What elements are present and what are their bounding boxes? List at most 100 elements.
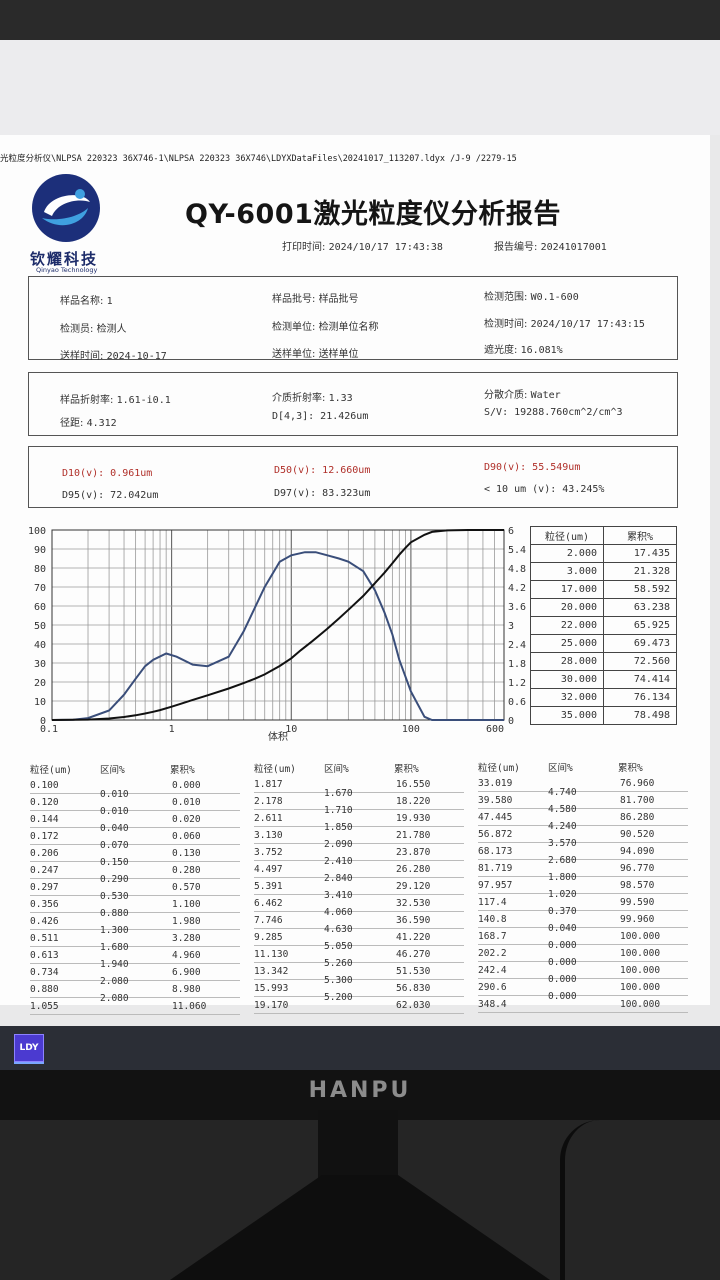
x-tick-label: 10 bbox=[285, 724, 297, 735]
y-tick-label: 30 bbox=[34, 659, 46, 670]
distribution-row-line bbox=[478, 944, 688, 945]
distribution-interval-cell: 5.260 bbox=[324, 957, 353, 969]
side-table-cell: 74.414 bbox=[603, 670, 677, 689]
side-table-cell: 20.000 bbox=[530, 598, 604, 617]
side-table-cell: 17.435 bbox=[603, 544, 677, 563]
distribution-size-cell: 202.2 bbox=[478, 948, 507, 959]
taskbar-app-ldy[interactable]: LDY bbox=[14, 1034, 44, 1062]
distribution-interval-cell: 2.090 bbox=[324, 838, 353, 850]
y2-tick-label: 1.2 bbox=[508, 678, 526, 689]
distribution-size-cell: 117.4 bbox=[478, 897, 507, 908]
surface-volume-ratio: S/V: 19288.760cm^2/cm^3 bbox=[484, 407, 623, 418]
distribution-row-line bbox=[254, 826, 464, 827]
side-table-cell: 30.000 bbox=[530, 670, 604, 689]
distribution-size-cell: 11.130 bbox=[254, 949, 289, 960]
distribution-interval-cell: 2.680 bbox=[548, 854, 577, 866]
distribution-row-line bbox=[478, 825, 688, 826]
side-table-header: 粒径(um) 累积% bbox=[530, 526, 677, 545]
distribution-size-cell: 4.497 bbox=[254, 864, 283, 875]
y-tick-label: 0 bbox=[40, 716, 46, 727]
distribution-interval-cell: 5.200 bbox=[324, 991, 353, 1003]
distribution-size-cell: 0.511 bbox=[30, 933, 59, 944]
y-tick-label: 90 bbox=[34, 545, 46, 556]
distribution-header: 累积% bbox=[394, 764, 419, 775]
distribution-interval-cell: 1.670 bbox=[324, 787, 353, 799]
distribution-interval-cell: 1.020 bbox=[548, 888, 577, 900]
distribution-row-line bbox=[30, 912, 240, 913]
side-table-row: 25.000 69.473 bbox=[530, 634, 677, 653]
series-cumulative-line bbox=[51, 529, 504, 721]
distribution-row-line bbox=[478, 893, 688, 894]
distribution-size-cell: 0.172 bbox=[30, 831, 59, 842]
distribution-size-cell: 0.426 bbox=[30, 916, 59, 927]
distribution-size-cell: 0.100 bbox=[30, 780, 59, 791]
test-time: 检测时间: 2024/10/17 17:43:15 bbox=[484, 319, 645, 330]
side-table-row: 20.000 63.238 bbox=[530, 598, 677, 617]
distribution-row-line bbox=[254, 843, 464, 844]
distribution-header: 累积% bbox=[618, 763, 643, 774]
distribution-interval-cell: 0.000 bbox=[548, 990, 577, 1002]
span: 径距: 4.312 bbox=[60, 418, 117, 429]
distribution-row-line bbox=[478, 876, 688, 877]
distribution-size-cell: 81.719 bbox=[478, 863, 513, 874]
d90: D90(v): 55.549um bbox=[484, 462, 581, 473]
y-tick-label: 80 bbox=[34, 564, 46, 575]
distribution-size-cell: 290.6 bbox=[478, 982, 507, 993]
distribution-row-line bbox=[30, 793, 240, 794]
distribution-row-line bbox=[254, 996, 464, 997]
y2-tick-label: 4.2 bbox=[508, 583, 526, 594]
y-tick-label: 20 bbox=[34, 678, 46, 689]
y2-tick-label: 5.4 bbox=[508, 545, 526, 556]
distribution-interval-cell: 0.370 bbox=[548, 905, 577, 917]
side-table-cell: 63.238 bbox=[603, 598, 677, 617]
y-tick-label: 70 bbox=[34, 583, 46, 594]
side-table-cell: 72.560 bbox=[603, 652, 677, 671]
distribution-interval-cell: 0.000 bbox=[548, 956, 577, 968]
distribution-size-cell: 39.580 bbox=[478, 795, 513, 806]
distribution-size-cell: 1.817 bbox=[254, 779, 283, 790]
distribution-interval-cell: 0.040 bbox=[548, 922, 577, 934]
distribution-size-cell: 0.206 bbox=[30, 848, 59, 859]
distribution-cumulative-cell: 96.770 bbox=[620, 863, 655, 874]
distribution-row-line bbox=[254, 979, 464, 980]
distribution-interval-cell: 0.040 bbox=[100, 822, 129, 834]
distribution-header: 区间% bbox=[548, 763, 573, 774]
distribution-row-line bbox=[30, 997, 240, 998]
side-table-cell: 3.000 bbox=[530, 562, 604, 581]
distribution-row-line bbox=[478, 995, 688, 996]
test-unit: 检测单位: 检测单位名称 bbox=[272, 322, 379, 333]
distribution-cumulative-cell: 46.270 bbox=[396, 949, 431, 960]
active-app-indicator bbox=[14, 1062, 44, 1064]
distribution-interval-cell: 1.680 bbox=[100, 941, 129, 953]
side-table-cell: 65.925 bbox=[603, 616, 677, 635]
d97: D97(v): 83.323um bbox=[274, 488, 371, 499]
distribution-interval-cell: 1.800 bbox=[548, 871, 577, 883]
distribution-size-cell: 33.019 bbox=[478, 778, 513, 789]
taskbar bbox=[0, 1026, 720, 1070]
distribution-row-line bbox=[30, 810, 240, 811]
send-unit: 送样单位: 送样单位 bbox=[272, 349, 359, 360]
y2-tick-label: 0.6 bbox=[508, 697, 526, 708]
distribution-interval-cell: 5.300 bbox=[324, 974, 353, 986]
distribution-row-line bbox=[254, 911, 464, 912]
distribution-header: 粒径(um) bbox=[478, 763, 520, 774]
y-tick-label: 40 bbox=[34, 640, 46, 651]
distribution-size-cell: 168.7 bbox=[478, 931, 507, 942]
distribution-cumulative-cell: 0.000 bbox=[172, 780, 201, 791]
distribution-size-cell: 7.746 bbox=[254, 915, 283, 926]
y2-tick-label: 4.8 bbox=[508, 564, 526, 575]
distribution-interval-cell: 0.530 bbox=[100, 890, 129, 902]
distribution-cumulative-cell: 51.530 bbox=[396, 966, 431, 977]
distribution-row-line bbox=[30, 895, 240, 896]
x-tick-label: 600 bbox=[486, 724, 504, 735]
side-table-cell: 28.000 bbox=[530, 652, 604, 671]
optics-box bbox=[28, 372, 678, 436]
distribution-row-line bbox=[254, 945, 464, 946]
distribution-interval-cell: 0.000 bbox=[548, 939, 577, 951]
distribution-cumulative-cell: 99.590 bbox=[620, 897, 655, 908]
distribution-size-cell: 56.872 bbox=[478, 829, 513, 840]
distribution-interval-cell: 2.840 bbox=[324, 872, 353, 884]
distribution-cumulative-cell: 100.000 bbox=[620, 965, 661, 976]
distribution-row-line bbox=[254, 792, 464, 793]
distribution-size-cell: 0.247 bbox=[30, 865, 59, 876]
